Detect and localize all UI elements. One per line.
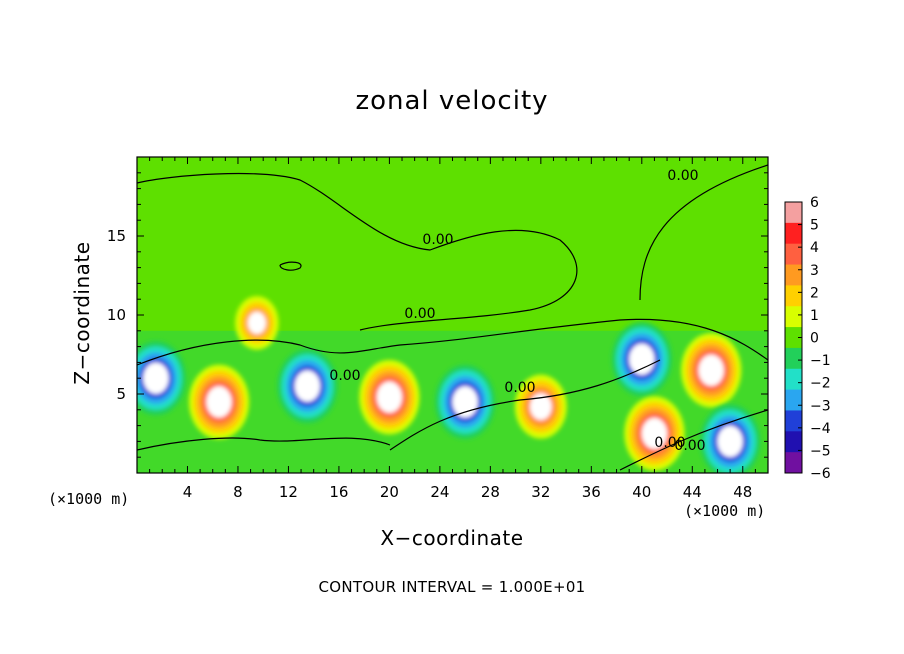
- x-tick-label: 4: [183, 483, 193, 501]
- x-unit-label-right: (×1000 m): [684, 502, 766, 520]
- x-tick-label: 28: [481, 483, 500, 501]
- feature-jet-10: [235, 296, 279, 350]
- colorbar-label: 3: [810, 263, 819, 279]
- contour-label: 0.00: [422, 232, 453, 248]
- colorbar-swatch: [785, 347, 802, 370]
- zero-contour-line: [279, 261, 302, 271]
- feature-core: [452, 386, 478, 418]
- zero-contours: 0.000.000.000.000.000.000.00: [137, 164, 768, 471]
- feature-core: [294, 370, 321, 402]
- colorbar-label: −2: [810, 376, 831, 392]
- zero-contour-line: [137, 437, 391, 451]
- x-tick-label: 48: [733, 483, 752, 501]
- colorbar-label: 0: [810, 331, 819, 347]
- zero-contour-line: [389, 359, 661, 451]
- chart-title: zonal velocity: [355, 86, 549, 116]
- feature-counterjet-5: [611, 322, 672, 397]
- colorbar-label: 4: [810, 240, 819, 256]
- x-tick-label: 44: [683, 483, 702, 501]
- contour-label: 0.00: [329, 368, 360, 384]
- colorbar-label: −3: [810, 398, 831, 414]
- colorbar-label: 2: [810, 285, 819, 301]
- x-tick-label: 24: [430, 483, 449, 501]
- colorbar-swatch: [785, 243, 802, 266]
- colorbar-label: −6: [810, 466, 831, 482]
- contour-label: 0.00: [674, 438, 705, 454]
- y-tick-label: 10: [107, 306, 126, 324]
- x-tick-label: 40: [632, 483, 651, 501]
- colorbar-swatch: [785, 431, 802, 453]
- zero-contour-line: [639, 164, 768, 301]
- colorbar-label: 5: [810, 218, 819, 234]
- x-tick-label: 12: [279, 483, 298, 501]
- x-tick-label: 16: [329, 483, 348, 501]
- colorbar-swatch: [785, 264, 802, 286]
- colorbar: 6 5 4 3 2 1 0 −1 −2 −3 −4 −5 −6: [784, 195, 831, 482]
- colorbar-label: 6: [810, 195, 819, 211]
- contour-label: 0.00: [654, 435, 685, 451]
- x-tick-label: 32: [531, 483, 550, 501]
- contour-label: 0.00: [404, 306, 435, 322]
- y-tick-label: 15: [107, 227, 126, 245]
- contour-label: 0.00: [504, 380, 535, 396]
- colorbar-swatch: [785, 327, 802, 349]
- colorbar-label: −1: [810, 353, 831, 369]
- colorbar-swatch: [785, 285, 802, 307]
- feature-core: [629, 343, 655, 375]
- feature-core: [247, 311, 267, 335]
- feature-jet-0: [188, 364, 250, 440]
- zero-contour-line: [619, 409, 768, 471]
- feature-core: [717, 425, 743, 458]
- colorbar-label: 1: [810, 308, 819, 324]
- feature-core: [698, 354, 724, 386]
- feature-jet-7: [624, 396, 685, 471]
- feature-counterjet-8: [699, 404, 761, 473]
- x-unit-label-left: (×1000 m): [48, 490, 130, 508]
- x-tick-label: 8: [233, 483, 243, 501]
- colorbar-swatch: [785, 368, 802, 391]
- colorbar-swatch: [785, 452, 802, 474]
- colorbar-label: −5: [810, 443, 831, 459]
- colorbar-swatch: [785, 202, 802, 224]
- zero-contour-line: [137, 172, 578, 331]
- x-axis-label: X−coordinate: [380, 526, 524, 550]
- y-tick-label: 5: [116, 385, 126, 403]
- velocity-field: [137, 157, 768, 473]
- feature-counterjet-1: [277, 348, 338, 424]
- feature-core: [206, 386, 232, 418]
- feature-core: [641, 417, 668, 450]
- feature-jet-6: [681, 333, 742, 408]
- feature-counterjet-9: [137, 341, 187, 416]
- feature-core: [143, 362, 169, 394]
- feature-core: [529, 393, 552, 421]
- contour-label: 0.00: [667, 168, 698, 184]
- x-tick-label: 20: [380, 483, 399, 501]
- contour-interval-label: CONTOUR INTERVAL = 1.000E+01: [318, 578, 586, 596]
- colorbar-swatch: [785, 389, 802, 411]
- colorbar-swatch: [785, 222, 802, 245]
- feature-counterjet-3: [434, 364, 496, 440]
- colorbar-label: −4: [810, 421, 831, 437]
- x-tick-label: 36: [582, 483, 601, 501]
- feature-core: [376, 381, 403, 413]
- feature-jet-2: [359, 359, 420, 435]
- colorbar-swatch: [785, 410, 802, 432]
- zero-contour-line: [137, 318, 768, 366]
- colorbar-swatch: [785, 306, 802, 328]
